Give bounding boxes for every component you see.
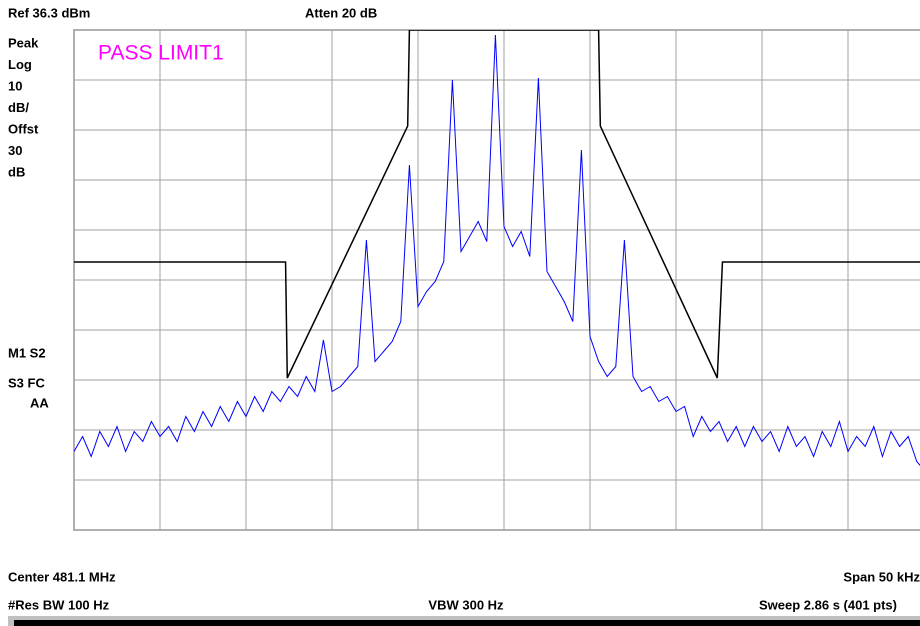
span: Span 50 kHz [843, 569, 920, 584]
scale-label: 10 [8, 78, 22, 93]
vbw: VBW 300 Hz [428, 597, 504, 612]
limit-line [74, 30, 920, 379]
rbw: #Res BW 100 Hz [8, 597, 110, 612]
limit-status: PASS LIMIT1 [98, 42, 224, 65]
ref-level: Ref 36.3 dBm [8, 5, 90, 20]
message-bar [14, 620, 920, 626]
scale-label: dB/ [8, 100, 29, 115]
scale-label: Peak [8, 35, 39, 50]
center-freq: Center 481.1 MHz [8, 569, 116, 584]
scale-label: dB [8, 164, 25, 179]
attenuation: Atten 20 dB [305, 5, 377, 20]
status-label: AA [30, 395, 49, 410]
scale-label: 30 [8, 143, 22, 158]
scale-label: Log [8, 57, 32, 72]
sweep: Sweep 2.86 s (401 pts) [759, 597, 897, 612]
scale-label: Offst [8, 121, 39, 136]
trace [74, 34, 920, 466]
status-label: M1 S2 [8, 345, 46, 360]
status-label: S3 FC [8, 375, 45, 390]
